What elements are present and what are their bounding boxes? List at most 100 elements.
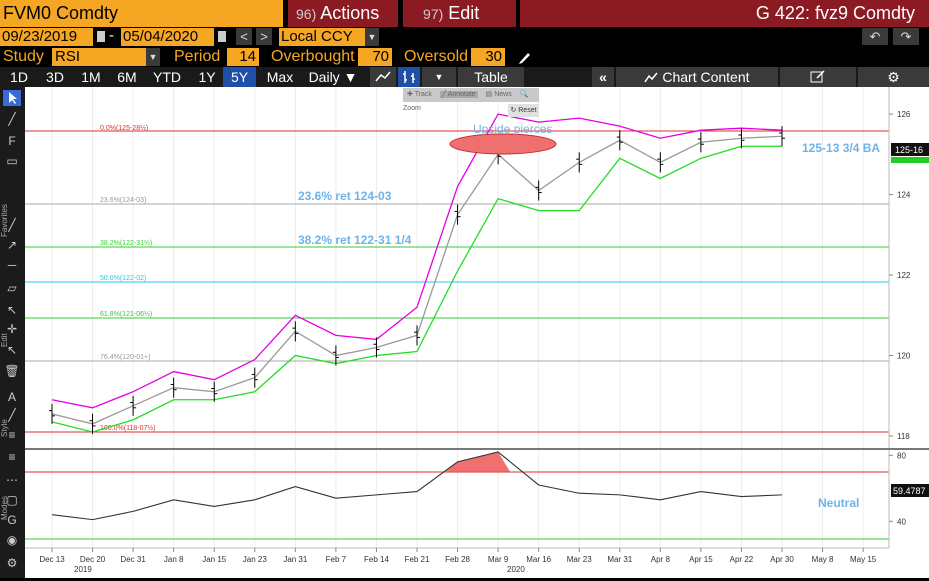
line-color-tool-icon[interactable]: ╱: [8, 408, 16, 422]
x-tick-label: Feb 7: [326, 555, 347, 564]
x-tick-label: May 15: [850, 555, 877, 564]
settings-gear-icon[interactable]: ⚙: [858, 67, 929, 87]
window-title: G 422: fvz9 Comdty: [520, 0, 929, 27]
period-tab-1m[interactable]: 1M: [81, 69, 101, 85]
lock-mode-icon[interactable]: ▢: [6, 493, 18, 507]
prev-range-button[interactable]: <: [236, 28, 252, 45]
snap-mode-icon[interactable]: ⋯: [6, 473, 18, 487]
zoom-button[interactable]: 🔍 Zoom: [403, 91, 529, 112]
pencil-icon[interactable]: [516, 48, 534, 66]
ba-annotation: 125-13 3/4 BA: [802, 141, 880, 155]
start-date-field[interactable]: 09/23/2019: [0, 28, 93, 46]
line-style-tool-icon[interactable]: ≡: [8, 450, 16, 464]
track-button[interactable]: ✚ Track: [407, 91, 432, 98]
x-tick-label: Dec 20: [80, 555, 106, 564]
fib-label-0: 0.0%(125-28½): [100, 124, 148, 132]
period-tab-1y[interactable]: 1Y: [198, 69, 216, 85]
select-cursor-icon[interactable]: [3, 90, 21, 106]
ret236-annotation: 23.6% ret 124-03: [298, 189, 392, 203]
line-chart-icon[interactable]: [370, 67, 396, 87]
edit-chart-icon[interactable]: [780, 67, 856, 87]
currency-dropdown[interactable]: Local CCY: [279, 28, 365, 46]
overbought-field[interactable]: 70: [358, 48, 392, 66]
period-tab-max[interactable]: Max: [266, 69, 294, 85]
x-tick-label: Feb 28: [445, 555, 470, 564]
fibonacci-tool-icon[interactable]: F: [8, 134, 16, 148]
period-tab-ytd[interactable]: YTD: [153, 69, 181, 85]
price-rsi-chart[interactable]: 0.0%(125-28½) 23.6%(124-03) 38.2%(122-31…: [25, 87, 929, 578]
period-tab-5y[interactable]: 5Y: [223, 67, 256, 87]
collapse-panel-button[interactable]: «: [592, 67, 614, 87]
annotation-toolbar: ✚ Track ╱ Annotate ▤ News 🔍 Zoom: [403, 88, 539, 112]
interval-dropdown[interactable]: Daily ▼: [308, 69, 358, 85]
start-calendar-icon[interactable]: [97, 31, 105, 42]
fib-label-382: 38.2%(122-31½): [100, 239, 152, 247]
rsi-line: [51, 451, 783, 521]
x-tick-label: Feb 21: [405, 555, 430, 564]
actions-menu-label: Actions: [320, 3, 380, 23]
chart-content-button[interactable]: Chart Content: [616, 67, 778, 87]
fib-label-236: 23.6%(124-03): [100, 197, 146, 204]
line-tool-icon[interactable]: ╱: [8, 218, 16, 232]
fib-label-618: 61.8%(121-06½): [100, 310, 152, 318]
chart-type-dropdown-arrow-icon[interactable]: ▼: [422, 67, 456, 87]
hide-drawings-icon[interactable]: ◉: [6, 533, 18, 547]
period-tab-6m[interactable]: 6M: [117, 69, 137, 85]
end-calendar-icon[interactable]: [218, 31, 226, 42]
shapes-tool-icon[interactable]: ▭: [6, 154, 18, 168]
crosshair-tool-icon[interactable]: ✛: [6, 322, 18, 336]
x-tick-label: Apr 15: [689, 555, 713, 564]
edit-menu-button[interactable]: 97) Edit: [403, 0, 516, 27]
magnet-mode-icon[interactable]: G: [7, 513, 17, 527]
x-tick-label: Jan 15: [202, 555, 227, 564]
annotate-button[interactable]: ╱ Annotate: [439, 91, 478, 98]
delete-tool-icon[interactable]: 🗑: [4, 364, 20, 378]
channel-tool-icon[interactable]: ▱: [7, 281, 17, 295]
rsi-tick-label: 80: [897, 451, 906, 460]
redo-button[interactable]: ↷: [893, 28, 919, 45]
study-label: Study: [3, 48, 44, 65]
bar-chart-icon[interactable]: [398, 67, 420, 87]
rsi-overbought-fill: [445, 452, 511, 472]
x-tick-label: Jan 23: [243, 555, 268, 564]
end-date-field[interactable]: 05/04/2020: [121, 28, 214, 46]
arrow-tool-icon[interactable]: ↖: [6, 303, 18, 317]
period-tab-3d[interactable]: 3D: [46, 69, 64, 85]
chart-area[interactable]: 0.0%(125-28½) 23.6%(124-03) 38.2%(122-31…: [25, 87, 929, 578]
line-weight-tool-icon[interactable]: ≡: [8, 428, 16, 442]
upside-pierces-annotation: Upside pierces: [473, 122, 552, 136]
ray-tool-icon[interactable]: ↗: [6, 238, 18, 252]
horizontal-line-tool-icon[interactable]: ─: [7, 258, 17, 272]
x-tick-label: Mar 31: [607, 555, 632, 564]
period-tab-1d[interactable]: 1D: [10, 69, 28, 85]
table-button[interactable]: Table: [458, 67, 524, 87]
next-range-button[interactable]: >: [256, 28, 272, 45]
trendline-tool-icon[interactable]: ╱: [8, 112, 16, 126]
font-tool-icon[interactable]: A: [7, 390, 16, 404]
reset-button[interactable]: ↻ Reset: [508, 104, 539, 117]
study-dropdown[interactable]: RSI: [52, 48, 146, 66]
chart-content-icon: [644, 69, 662, 85]
settings-cog-icon[interactable]: ⚙: [6, 556, 18, 570]
news-button[interactable]: ▤ News: [485, 91, 512, 98]
last-rsi-box: [891, 484, 929, 497]
period-field[interactable]: 14: [227, 48, 259, 66]
price-axis: 126 124 122 120 118: [889, 110, 911, 441]
actions-menu-number: 96): [296, 6, 317, 22]
neutral-annotation: Neutral: [818, 496, 859, 510]
fib-label-764: 76.4%(120-01+): [100, 354, 150, 361]
study-dropdown-arrow-icon[interactable]: ▼: [146, 48, 160, 66]
oversold-field[interactable]: 30: [471, 48, 505, 66]
rsi-axis: 80 40: [889, 451, 906, 526]
rsi-tick-label: 40: [897, 517, 906, 526]
security-ticker[interactable]: FVM0 Comdty: [0, 0, 283, 27]
pointer-tool-icon[interactable]: ↖: [6, 343, 18, 357]
x-tick-label: Mar 9: [488, 555, 509, 564]
x-tick-label: Dec 13: [39, 555, 65, 564]
undo-button[interactable]: ↶: [862, 28, 888, 45]
currency-dropdown-arrow-icon[interactable]: ▼: [365, 28, 379, 46]
x-axis-year-2020: 2020: [507, 565, 525, 574]
last-price-box: [891, 143, 929, 156]
actions-menu-button[interactable]: 96) Actions: [288, 0, 398, 27]
price-tick-label: 120: [897, 352, 911, 361]
